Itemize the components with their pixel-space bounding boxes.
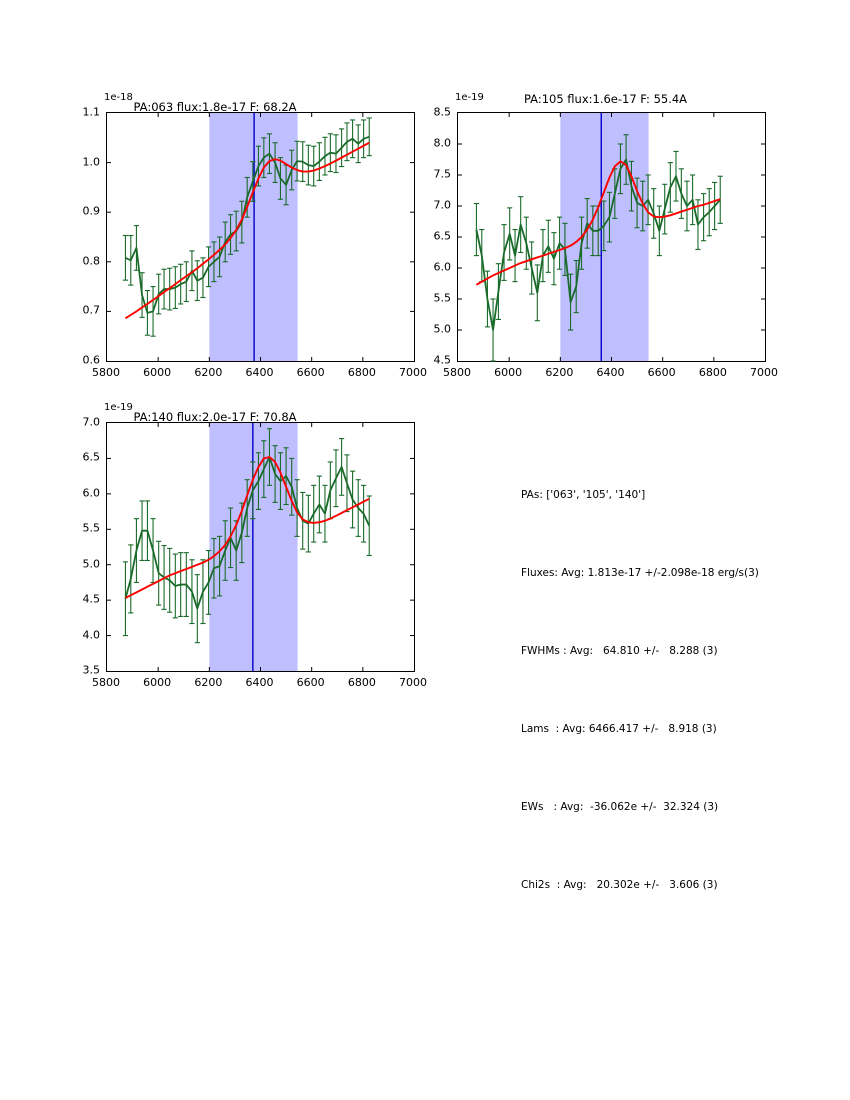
panel-title-line1: PA:063 flux:1.8e-17 F: 68.2A bbox=[133, 100, 297, 114]
x-tick-label: 6000 bbox=[494, 366, 523, 379]
y-tick-label: 1.0 bbox=[82, 155, 101, 169]
model-fit-line bbox=[475, 160, 721, 286]
y-exponent-label-pa140: 1e-19 bbox=[104, 402, 133, 413]
y-tick-label: 0.6 bbox=[82, 353, 101, 367]
y-exponent-label-pa105: 1e-19 bbox=[455, 92, 484, 103]
x-tick-label: 6200 bbox=[194, 366, 223, 379]
x-tick-label: 6800 bbox=[698, 366, 727, 379]
y-tick-label: 8.5 bbox=[433, 105, 452, 119]
x-tick-label: 6600 bbox=[296, 366, 325, 379]
x-tick-label: 6000 bbox=[143, 676, 172, 689]
y-tick-label: 5.5 bbox=[82, 521, 101, 535]
plot-panel-pa063: PA:063 flux:1.8e-17 F: 68.2A Lam:6472.0A… bbox=[0, 0, 430, 380]
y-tick-label: 4.5 bbox=[82, 592, 101, 606]
x-tick-label: 6400 bbox=[596, 366, 625, 379]
y-tick-label: 0.8 bbox=[82, 254, 101, 268]
y-tick-label: 8.0 bbox=[433, 136, 452, 150]
summary-line-lams: Lams : Avg: 6466.417 +/- 8.918 (3) bbox=[521, 723, 717, 735]
plot-area-pa063[interactable] bbox=[106, 112, 415, 362]
x-tick-label: 5800 bbox=[92, 366, 120, 379]
observed-spectrum-line bbox=[124, 456, 371, 610]
plot-panel-pa105: PA:105 flux:1.6e-17 F: 55.4A Lam:6456.1A… bbox=[0, 0, 850, 380]
x-tick-label: 7000 bbox=[399, 676, 427, 689]
summary-line-fwhms: FWHMs : Avg: 64.810 +/- 8.288 (3) bbox=[521, 645, 718, 657]
x-tick-label: 6800 bbox=[347, 366, 376, 379]
y-tick-label: 5.5 bbox=[433, 291, 452, 305]
y-exponent-label-pa063: 1e-18 bbox=[104, 92, 133, 103]
y-tick-label: 0.9 bbox=[82, 204, 101, 218]
panel-title-line1: PA:140 flux:2.0e-17 F: 70.8A bbox=[133, 410, 297, 424]
plot-panel-pa140: PA:140 flux:2.0e-17 F: 70.8A Lam:6471.1A… bbox=[0, 0, 430, 700]
y-tick-label: 5.0 bbox=[82, 557, 101, 571]
y-tick-label: 6.5 bbox=[433, 229, 452, 243]
x-tick-label: 7000 bbox=[750, 366, 778, 379]
y-tick-label: 7.5 bbox=[433, 167, 452, 181]
summary-line-pas: PAs: ['063', '105', '140'] bbox=[521, 489, 646, 501]
plot-area-pa105[interactable] bbox=[457, 112, 766, 362]
summary-line-ews: EWs : Avg: -36.062e +/- 32.324 (3) bbox=[521, 801, 719, 813]
x-tick-label: 6400 bbox=[245, 676, 274, 689]
panel-title-line1: PA:105 flux:1.6e-17 F: 55.4A bbox=[523, 92, 688, 106]
plot-canvas-pa140 bbox=[107, 423, 414, 671]
x-tick-label: 6600 bbox=[296, 676, 325, 689]
plot-canvas-pa063 bbox=[107, 113, 414, 361]
x-tick-label: 6400 bbox=[245, 366, 274, 379]
y-tick-label: 4.0 bbox=[82, 628, 101, 642]
plot-canvas-pa105 bbox=[458, 113, 765, 362]
x-tick-label: 6200 bbox=[194, 676, 223, 689]
observed-spectrum-line bbox=[125, 135, 370, 314]
y-tick-label: 1.1 bbox=[82, 105, 101, 119]
summary-line-chi2s: Chi2s : Avg: 20.302e +/- 3.606 (3) bbox=[521, 879, 718, 891]
observed-spectrum-line bbox=[475, 158, 721, 331]
x-tick-label: 5800 bbox=[443, 366, 471, 379]
y-tick-label: 4.5 bbox=[433, 353, 452, 367]
y-tick-label: 3.5 bbox=[82, 663, 101, 677]
x-tick-label: 7000 bbox=[399, 366, 427, 379]
model-fit-line bbox=[124, 141, 370, 320]
y-tick-label: 7.0 bbox=[433, 198, 452, 212]
y-tick-label: 5.0 bbox=[433, 322, 452, 336]
x-tick-label: 6200 bbox=[545, 366, 574, 379]
line-region-band bbox=[560, 113, 649, 361]
model-fit-line bbox=[124, 456, 370, 599]
y-tick-label: 7.0 bbox=[82, 415, 101, 429]
y-tick-label: 6.0 bbox=[82, 486, 101, 500]
x-tick-label: 6000 bbox=[143, 366, 172, 379]
x-tick-label: 6600 bbox=[647, 366, 676, 379]
x-tick-label: 5800 bbox=[92, 676, 120, 689]
summary-line-fluxes: Fluxes: Avg: 1.813e-17 +/-2.098e-18 erg/… bbox=[521, 567, 759, 579]
x-tick-label: 6800 bbox=[347, 676, 376, 689]
y-tick-label: 0.7 bbox=[82, 303, 101, 317]
y-tick-label: 6.5 bbox=[82, 450, 101, 464]
y-tick-label: 6.0 bbox=[433, 260, 452, 274]
summary-statistics: PAs: ['063', '105', '140'] Fluxes: Avg: … bbox=[521, 430, 841, 924]
plot-area-pa140[interactable] bbox=[106, 422, 415, 672]
